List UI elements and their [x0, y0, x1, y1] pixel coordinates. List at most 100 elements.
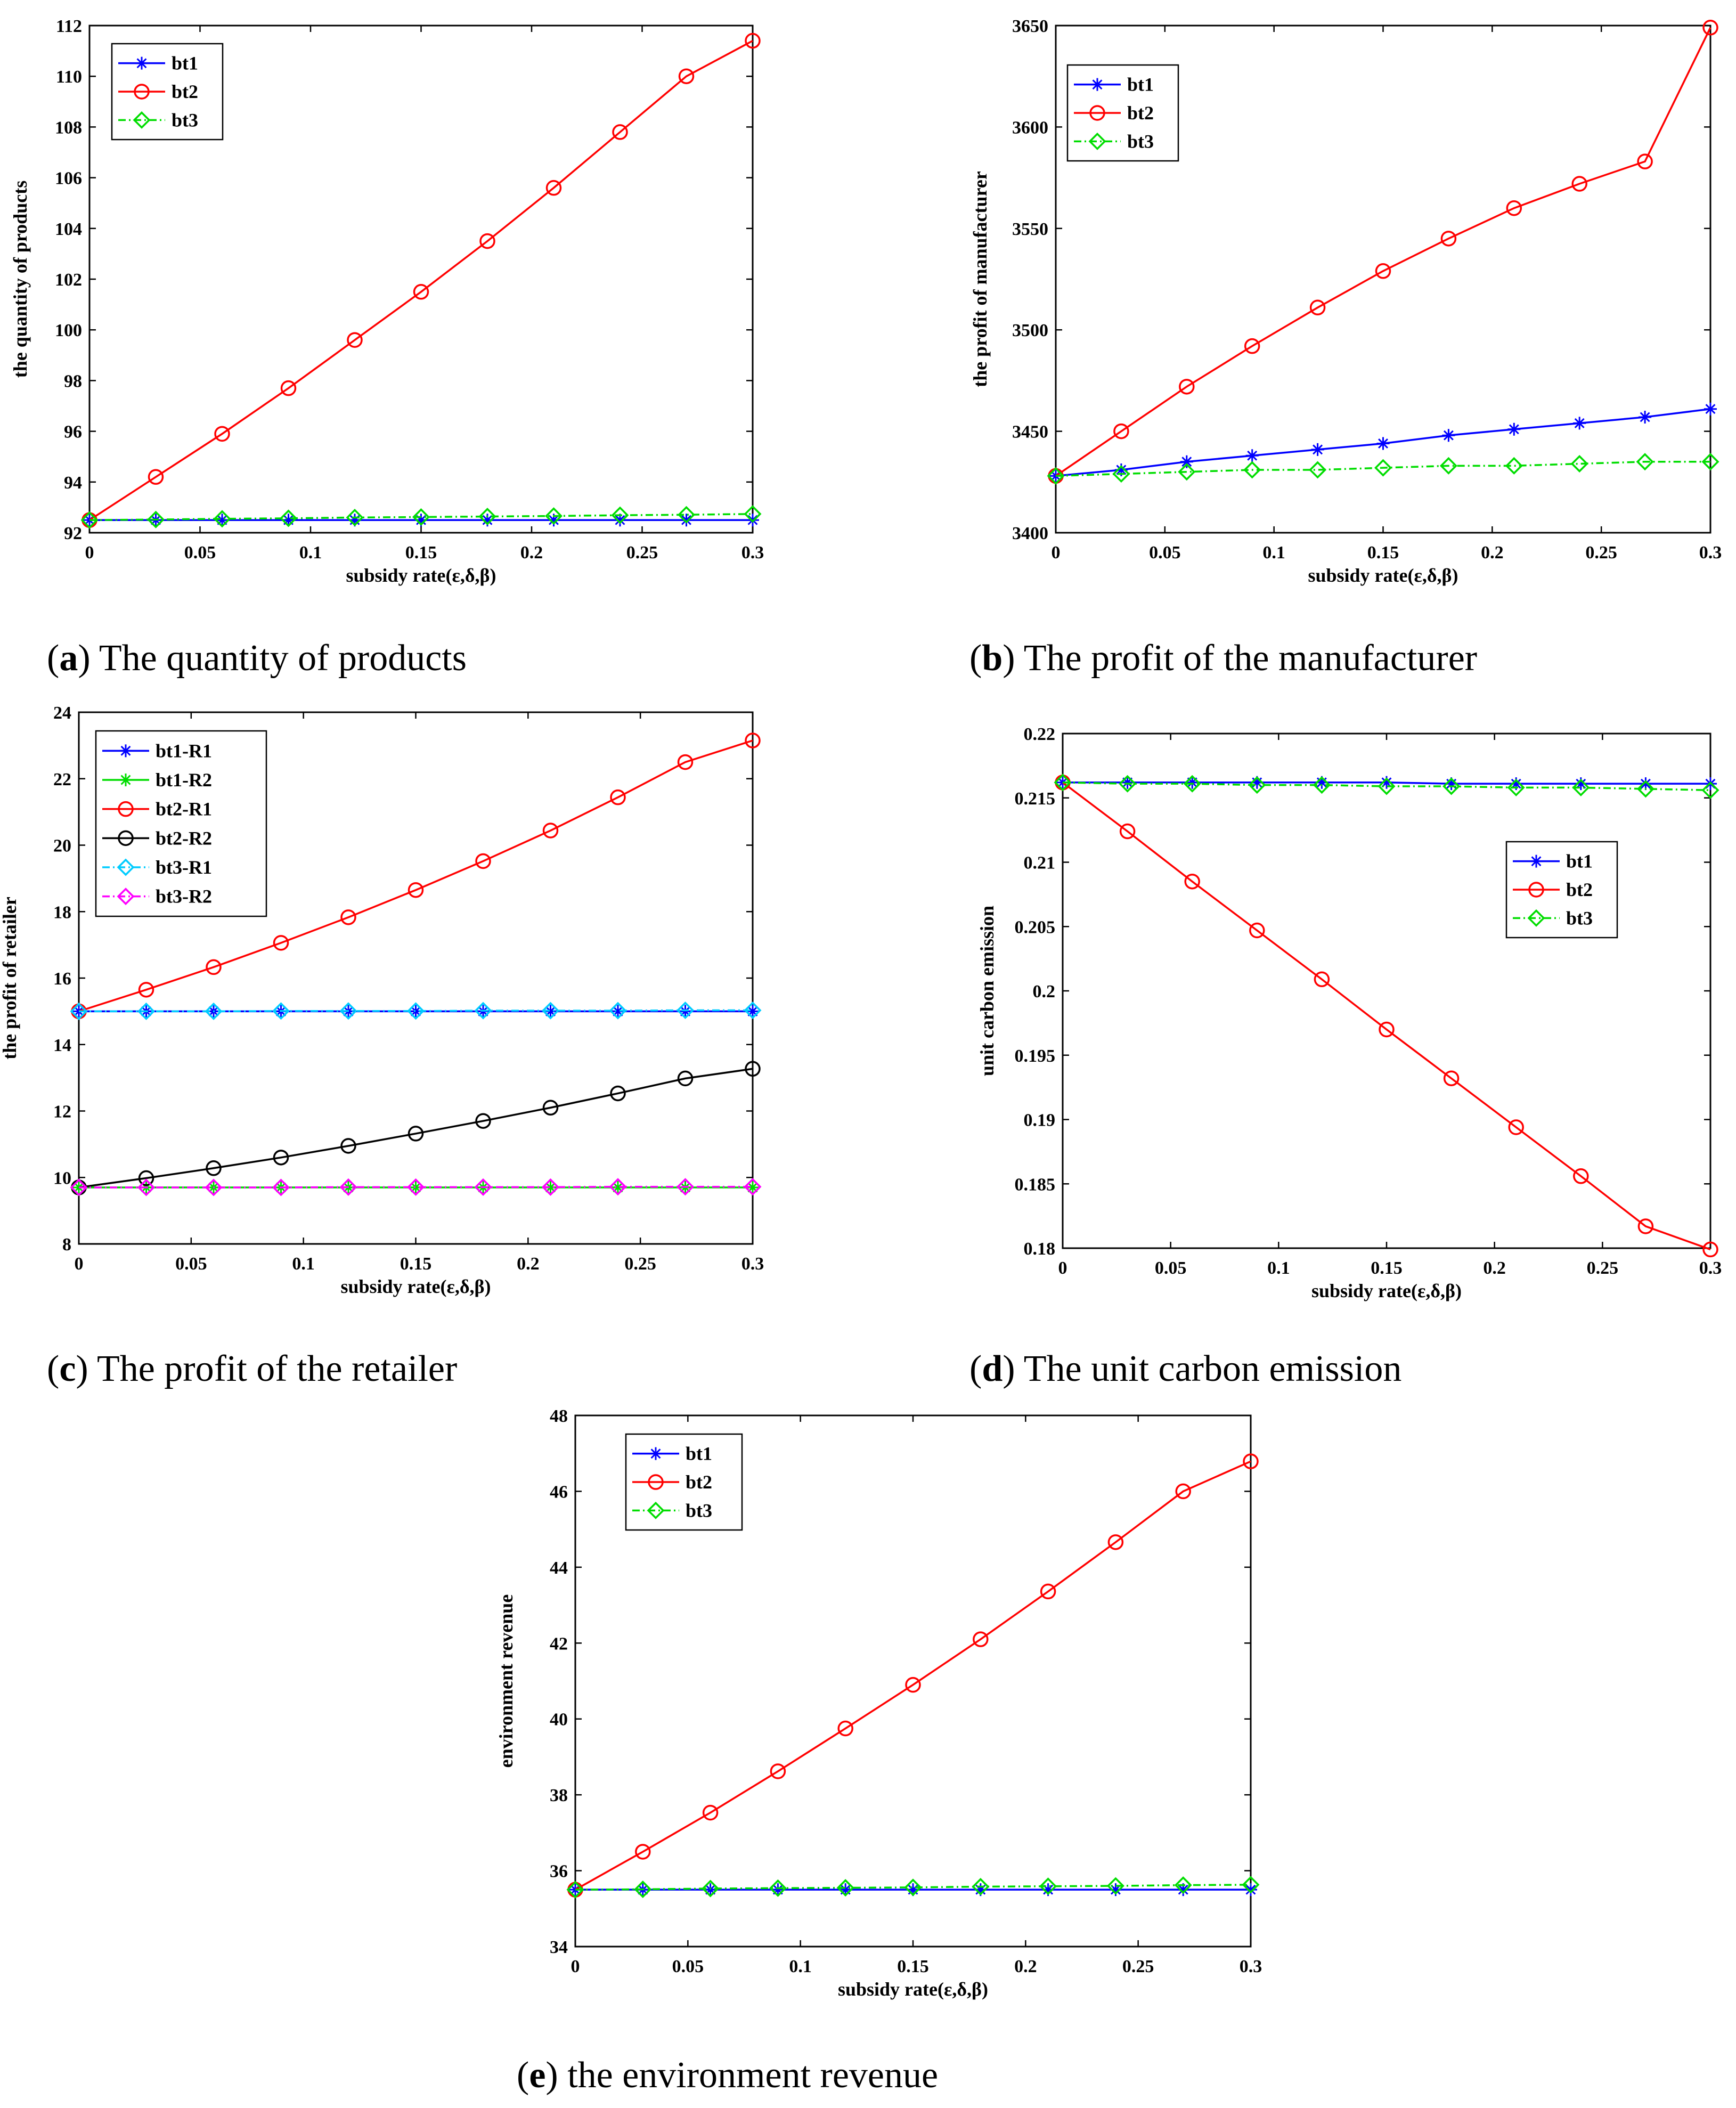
series-line	[89, 40, 753, 521]
x-tick-label: 0.3	[741, 543, 764, 563]
data-point	[904, 1878, 922, 1897]
data-point	[1506, 200, 1522, 216]
legend-marker	[117, 858, 135, 876]
legend-label: bt3	[1127, 131, 1154, 152]
data-point	[1249, 922, 1265, 939]
x-tick-label: 0.05	[1149, 543, 1181, 563]
legend-label: bt2	[686, 1471, 712, 1493]
data-point	[1702, 1241, 1718, 1258]
x-tick-label: 0.3	[1699, 543, 1722, 563]
caption-text: the environment revenue	[567, 2055, 938, 2096]
chart-a: 0 0.05 0.1 0.15 0.2 0.25 0.3 92 94 96 98 100 102 104 1…	[10, 17, 764, 679]
data-point	[409, 1181, 422, 1194]
y-tick-label: 44	[550, 1558, 568, 1578]
y-tick-label: 40	[550, 1710, 568, 1730]
series-bt3	[80, 505, 762, 529]
y-tick-label: 0.205	[1015, 917, 1056, 937]
data-point	[1177, 1883, 1190, 1897]
legend: bt1 bt2 bt3	[625, 1433, 743, 1531]
y-tick-label: 3600	[1012, 118, 1048, 137]
data-point	[972, 1878, 990, 1895]
legend-marker	[1527, 909, 1545, 927]
legend: bt1 bt2 bt3	[111, 43, 224, 141]
y-tick-label: 36	[550, 1862, 568, 1882]
caption-open: (	[969, 638, 982, 679]
data-point	[1112, 465, 1130, 483]
y-tick-label: 38	[550, 1786, 568, 1805]
data-point	[1309, 299, 1326, 316]
x-tick-label: 0.1	[292, 1254, 315, 1274]
legend-marker	[1091, 78, 1104, 91]
data-point	[80, 511, 99, 529]
data-point	[612, 1005, 624, 1018]
x-tick-label: 0.1	[789, 1957, 812, 1976]
data-point	[70, 1002, 88, 1020]
series-line	[575, 1460, 1251, 1891]
x-tick-label: 0	[1058, 1258, 1067, 1278]
data-point	[744, 1178, 762, 1196]
x-axis-label: subsidy rate(ε,δ,β)	[340, 1276, 491, 1297]
data-point	[542, 1002, 559, 1020]
data-point	[412, 508, 430, 526]
data-point	[213, 510, 231, 528]
legend-label: bt1	[686, 1443, 712, 1464]
plot-frame	[1062, 732, 1711, 1249]
data-point	[407, 1178, 425, 1196]
data-point	[70, 1178, 88, 1197]
series-bt3-R2	[70, 1178, 762, 1197]
caption-open: (	[969, 1348, 982, 1389]
data-point	[702, 1804, 719, 1821]
data-point	[216, 514, 229, 527]
caption-open: (	[517, 2055, 529, 2096]
caption-letter: c	[59, 1348, 76, 1389]
data-point	[744, 1002, 762, 1019]
data-point	[678, 68, 695, 84]
data-point	[545, 180, 562, 196]
legend-marker	[135, 56, 148, 70]
data-point	[907, 1883, 919, 1897]
y-tick-label: 3450	[1012, 422, 1048, 442]
x-tick-label: 0.15	[897, 1957, 929, 1976]
data-point	[1570, 455, 1588, 473]
data-point	[407, 1002, 425, 1020]
data-point	[481, 514, 494, 527]
x-tick-label: 0.25	[624, 1254, 656, 1274]
y-axis-label: the profit of retailer	[0, 897, 20, 1060]
data-point	[1636, 453, 1654, 471]
legend: bt1 bt2 bt3	[1505, 841, 1618, 939]
data-point	[1114, 463, 1128, 476]
data-point	[745, 1061, 761, 1077]
data-point	[905, 1676, 921, 1693]
data-point	[1047, 467, 1065, 485]
data-point	[1106, 1877, 1124, 1895]
legend-label: bt1	[172, 53, 198, 74]
data-point	[409, 1005, 422, 1018]
y-tick-label: 3500	[1012, 321, 1048, 340]
caption-letter: d	[982, 1348, 1003, 1389]
legend-marker	[133, 111, 151, 129]
data-point	[272, 1178, 290, 1197]
data-point	[542, 1178, 559, 1196]
legend-label: bt3	[172, 109, 198, 131]
y-tick-label: 18	[53, 902, 71, 922]
caption-close: )	[76, 1348, 97, 1389]
x-tick-label: 0.15	[405, 543, 437, 563]
data-point	[1639, 777, 1652, 791]
data-point	[1376, 437, 1390, 450]
caption: (a) The quantity of products	[47, 638, 467, 679]
data-point	[704, 1883, 717, 1897]
data-point	[1250, 776, 1264, 789]
data-point	[1636, 780, 1655, 798]
data-point	[282, 514, 295, 527]
data-point	[1243, 461, 1261, 479]
x-tick-label: 0.2	[520, 543, 543, 563]
y-tick-label: 108	[55, 118, 82, 137]
data-point	[746, 1181, 759, 1194]
data-point	[1309, 461, 1327, 479]
data-point	[474, 1002, 492, 1020]
series-line	[78, 1068, 753, 1189]
caption-open: (	[47, 638, 59, 679]
x-tick-label: 0.15	[400, 1254, 432, 1274]
data-point	[836, 1879, 854, 1897]
data-point	[280, 380, 297, 396]
